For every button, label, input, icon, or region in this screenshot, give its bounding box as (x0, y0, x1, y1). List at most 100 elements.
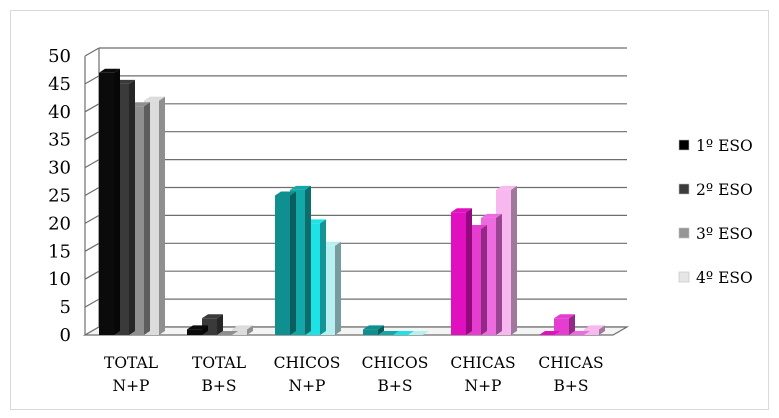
x-category-label: CHICOS N+P (274, 354, 341, 395)
y-tick-label: 40 (48, 102, 71, 123)
bar-side (129, 79, 135, 336)
x-category-line: CHICOS (362, 354, 429, 372)
bar-side (144, 102, 150, 335)
bar-side (496, 213, 502, 335)
bar-top (408, 331, 429, 335)
bar-top (290, 185, 311, 190)
gridline-side (84, 47, 100, 57)
bar-top (202, 314, 223, 319)
bar-side (159, 96, 165, 335)
bar (451, 208, 472, 335)
bar (232, 325, 253, 335)
bar-front (232, 329, 247, 335)
x-category-line: N+P (465, 377, 502, 395)
bar-top (554, 314, 575, 319)
y-tick-label: 50 (48, 46, 71, 67)
bar-side (247, 325, 253, 335)
bar-side (320, 219, 326, 335)
bar-side (217, 314, 223, 335)
bar-front (275, 195, 290, 335)
x-category-label: CHICAS N+P (450, 354, 515, 395)
bar-top (451, 208, 472, 213)
legend-swatch (678, 139, 690, 151)
bar-top (275, 191, 296, 196)
y-tick-label: 10 (48, 269, 71, 290)
gridline-side (84, 242, 100, 252)
x-category-line: CHICAS (450, 354, 515, 372)
bar (275, 191, 296, 335)
legend-label: 4º ESO (696, 269, 753, 287)
legend-label: 3º ESO (696, 225, 753, 243)
bar-top (232, 325, 253, 330)
x-category-line: B+S (554, 377, 589, 395)
x-category-line: CHICOS (274, 354, 341, 372)
x-category-line: N+P (113, 377, 150, 395)
legend-swatch (678, 227, 690, 239)
bar (363, 325, 384, 335)
gridline-side (84, 270, 100, 280)
bar-top (569, 331, 590, 335)
bar-front (451, 212, 466, 335)
bar-front (584, 329, 599, 335)
bar (187, 325, 208, 335)
legend-swatch (678, 271, 690, 283)
x-category-line: TOTAL (192, 354, 246, 372)
bar-side (335, 241, 341, 335)
bar-top (481, 213, 502, 218)
bar-side (114, 68, 120, 336)
bar-top (99, 68, 120, 73)
bar (393, 331, 414, 335)
y-tick-label: 45 (48, 74, 71, 95)
bar-side (511, 185, 517, 335)
gridline-side (84, 214, 100, 224)
bar (217, 331, 238, 335)
legend: 1º ESO 2º ESO 3º ESO 4º ESO (678, 137, 753, 287)
bar-front (363, 329, 378, 335)
bar-side (202, 325, 208, 335)
bar-side (599, 325, 605, 335)
bar (569, 331, 590, 335)
bar-side (305, 185, 311, 335)
y-tick-label: 20 (48, 213, 71, 234)
bar (378, 331, 399, 335)
bar (408, 331, 429, 335)
legend-label: 1º ESO (696, 137, 753, 155)
gridline-side (84, 298, 100, 308)
gridline-side (84, 159, 100, 169)
bar (202, 314, 223, 335)
x-category-line: CHICAS (538, 354, 603, 372)
gridline-side (84, 103, 100, 113)
x-category-label: CHICAS B+S (538, 354, 603, 395)
gridline-side (84, 186, 100, 197)
x-category-line: B+S (202, 377, 237, 395)
bars (99, 68, 605, 336)
bar-top (217, 331, 238, 335)
bar-side (569, 314, 575, 335)
bar-front (187, 329, 202, 335)
gridlines (84, 47, 627, 336)
gridline-side (84, 75, 100, 85)
y-tick-label: 5 (60, 297, 71, 318)
bar-top (378, 331, 399, 335)
bar-top (144, 96, 165, 101)
x-category-line: TOTAL (104, 354, 158, 372)
legend-label: 2º ESO (696, 181, 753, 199)
y-tick-label: 30 (48, 158, 71, 179)
y-tick-label: 35 (48, 130, 71, 151)
bar-side (481, 224, 487, 335)
bar-top (496, 185, 517, 190)
y-tick-label: 0 (60, 325, 71, 346)
x-category-label: CHICOS B+S (362, 354, 429, 395)
bar (554, 314, 575, 335)
bar-top (363, 325, 384, 330)
bar-top (584, 325, 605, 330)
legend-swatch (678, 183, 690, 195)
bar (99, 68, 120, 336)
bar-front (554, 318, 569, 335)
bar-front (99, 72, 114, 336)
y-tick-label: 25 (48, 186, 71, 207)
bar-side (290, 191, 296, 335)
chart-frame: 0 5 10 15 20 25 30 35 40 45 50 TOTAL N+P TOTAL B+S CHIC… (10, 10, 769, 410)
bar-top (393, 331, 414, 335)
